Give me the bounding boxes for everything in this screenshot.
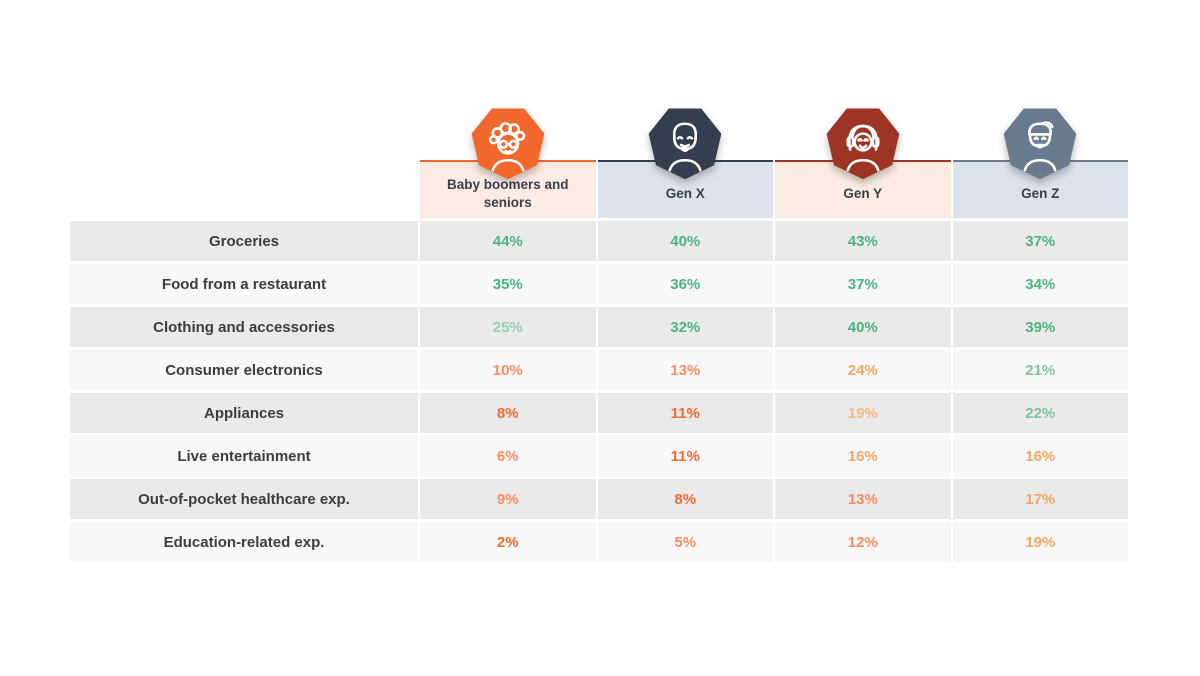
capped-youth-icon (1002, 103, 1078, 181)
value: 40% (847, 318, 878, 336)
row-label-cell: Out-of-pocket healthcare exp. (70, 479, 418, 519)
value-cell: 32% (597, 307, 773, 347)
row-label-cell: Consumer electronics (70, 350, 418, 390)
value-cell: 2% (420, 522, 596, 562)
value-cell: 35% (420, 264, 596, 304)
row-label: Appliances (203, 404, 285, 422)
row-label: Food from a restaurant (161, 275, 327, 293)
value-cell: 25% (420, 307, 596, 347)
row-label: Education-related exp. (163, 533, 325, 551)
value: 17% (1025, 490, 1056, 508)
column-label: Gen X (665, 186, 705, 202)
row-label: Live entertainment (177, 447, 311, 465)
value-cell: 12% (775, 522, 951, 562)
value-cell: 16% (775, 436, 951, 476)
value-cell: 40% (597, 221, 773, 261)
column-header-3: Gen Y (775, 108, 951, 218)
column-label: Gen Z (1021, 186, 1060, 202)
value: 22% (1025, 404, 1056, 422)
value-cell: 8% (597, 479, 773, 519)
value: 2% (496, 533, 519, 551)
value-cell: 37% (952, 221, 1128, 261)
row-label-cell: Groceries (70, 221, 418, 261)
value-cell: 44% (420, 221, 596, 261)
row-label: Groceries (208, 232, 280, 250)
value-cell: 8% (420, 393, 596, 433)
value: 35% (492, 275, 523, 293)
comparison-table: Baby boomers and seniors Gen X Gen Y (70, 108, 1128, 562)
column-label: Baby boomers and seniors (446, 177, 569, 210)
value: 5% (674, 533, 697, 551)
value-cell: 6% (420, 436, 596, 476)
value: 12% (847, 533, 878, 551)
bearded-man-icon (647, 103, 723, 181)
value: 25% (492, 318, 523, 336)
woman-headphones-icon (825, 103, 901, 181)
value: 44% (492, 232, 523, 250)
value-cell: 43% (775, 221, 951, 261)
value: 6% (496, 447, 519, 465)
value: 24% (847, 361, 878, 379)
row-label: Consumer electronics (165, 361, 323, 379)
value: 19% (847, 404, 878, 422)
value: 16% (1025, 447, 1056, 465)
value: 43% (847, 232, 878, 250)
value-cell: 13% (597, 350, 773, 390)
value: 37% (847, 275, 878, 293)
value: 34% (1025, 275, 1056, 293)
value: 13% (847, 490, 878, 508)
value-cell: 37% (775, 264, 951, 304)
row-label: Out-of-pocket healthcare exp. (138, 490, 350, 508)
value: 40% (670, 232, 701, 250)
column-label: Gen Y (843, 186, 883, 202)
value-cell: 24% (775, 350, 951, 390)
value: 19% (1025, 533, 1056, 551)
row-label-cell: Food from a restaurant (70, 264, 418, 304)
value-cell: 22% (952, 393, 1128, 433)
value-cell: 9% (420, 479, 596, 519)
value-cell: 17% (952, 479, 1128, 519)
row-label-cell: Appliances (70, 393, 418, 433)
value-cell: 11% (597, 436, 773, 476)
value-cell: 19% (775, 393, 951, 433)
value-cell: 10% (420, 350, 596, 390)
value: 11% (670, 447, 700, 465)
value-cell: 5% (597, 522, 773, 562)
value: 36% (670, 275, 701, 293)
value: 8% (496, 404, 519, 422)
value: 21% (1025, 361, 1056, 379)
value: 11% (670, 404, 700, 422)
value: 37% (1025, 232, 1056, 250)
column-header-1: Baby boomers and seniors (420, 108, 596, 218)
value-cell: 11% (597, 393, 773, 433)
corner-spacer (70, 160, 418, 218)
value-cell: 40% (775, 307, 951, 347)
value: 8% (674, 490, 697, 508)
row-label-cell: Education-related exp. (70, 522, 418, 562)
value: 10% (492, 361, 523, 379)
row-label: Clothing and accessories (153, 318, 335, 336)
value: 9% (496, 490, 519, 508)
column-header-2: Gen X (597, 108, 773, 218)
value-cell: 16% (952, 436, 1128, 476)
value-cell: 39% (952, 307, 1128, 347)
value: 13% (670, 361, 701, 379)
value: 16% (847, 447, 878, 465)
column-header-4: Gen Z (952, 108, 1128, 218)
value-cell: 21% (952, 350, 1128, 390)
row-label-cell: Live entertainment (70, 436, 418, 476)
value: 32% (670, 318, 701, 336)
value-cell: 19% (952, 522, 1128, 562)
value-cell: 13% (775, 479, 951, 519)
value: 39% (1025, 318, 1056, 336)
row-label-cell: Clothing and accessories (70, 307, 418, 347)
value-cell: 36% (597, 264, 773, 304)
value-cell: 34% (952, 264, 1128, 304)
